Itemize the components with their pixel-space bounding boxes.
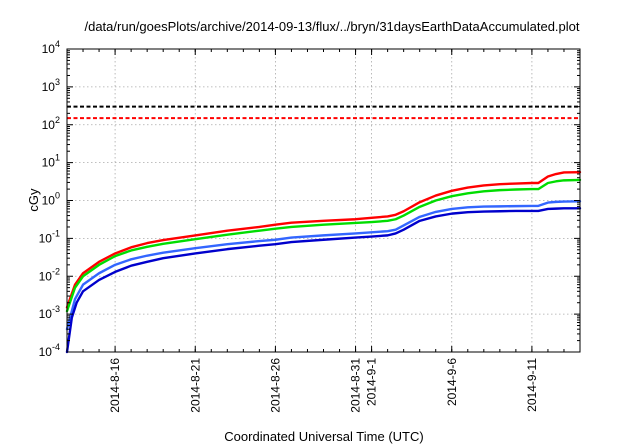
x-tick-label: 2014-8-31 xyxy=(349,358,363,413)
y-tick-label: 10-3 xyxy=(39,304,60,321)
y-tick-label: 102 xyxy=(42,115,60,132)
axis-ticks xyxy=(66,48,581,353)
series-line xyxy=(65,207,582,354)
y-tick-label: 104 xyxy=(42,39,60,56)
y-tick-label: 10-1 xyxy=(39,228,60,245)
x-tick-label: 2014-8-21 xyxy=(188,358,202,413)
y-tick-label: 10-2 xyxy=(39,266,60,283)
x-tick-label: 2014-8-26 xyxy=(268,358,282,413)
y-tick-label: 100 xyxy=(42,191,60,208)
grid xyxy=(67,49,580,352)
series-lines xyxy=(65,170,582,354)
x-tick-label: 2014-8-16 xyxy=(108,358,122,413)
y-tick-labels: 10-4 10-3 10-2 10-1 100 101 102 103 104 xyxy=(39,39,60,359)
threshold-lines xyxy=(67,105,580,120)
y-tick-label: 10-4 xyxy=(39,342,60,359)
x-axis-title: Coordinated Universal Time (UTC) xyxy=(224,429,423,444)
y-tick-label: 101 xyxy=(42,153,60,170)
y-axis-title: cGy xyxy=(26,188,41,212)
series-line xyxy=(65,178,582,313)
series-line xyxy=(65,200,582,331)
x-tick-label: 2014-9-11 xyxy=(525,358,539,412)
x-tick-label: 2014-9-1 xyxy=(365,358,379,406)
series-line xyxy=(65,170,582,309)
chart-title: /data/run/goesPlots/archive/2014-09-13/f… xyxy=(84,19,579,34)
y-tick-label: 103 xyxy=(42,77,60,94)
x-tick-label: 2014-9-6 xyxy=(445,358,459,406)
x-tick-labels: 2014-8-16 2014-8-21 2014-8-26 2014-8-31 2014… xyxy=(108,358,539,413)
